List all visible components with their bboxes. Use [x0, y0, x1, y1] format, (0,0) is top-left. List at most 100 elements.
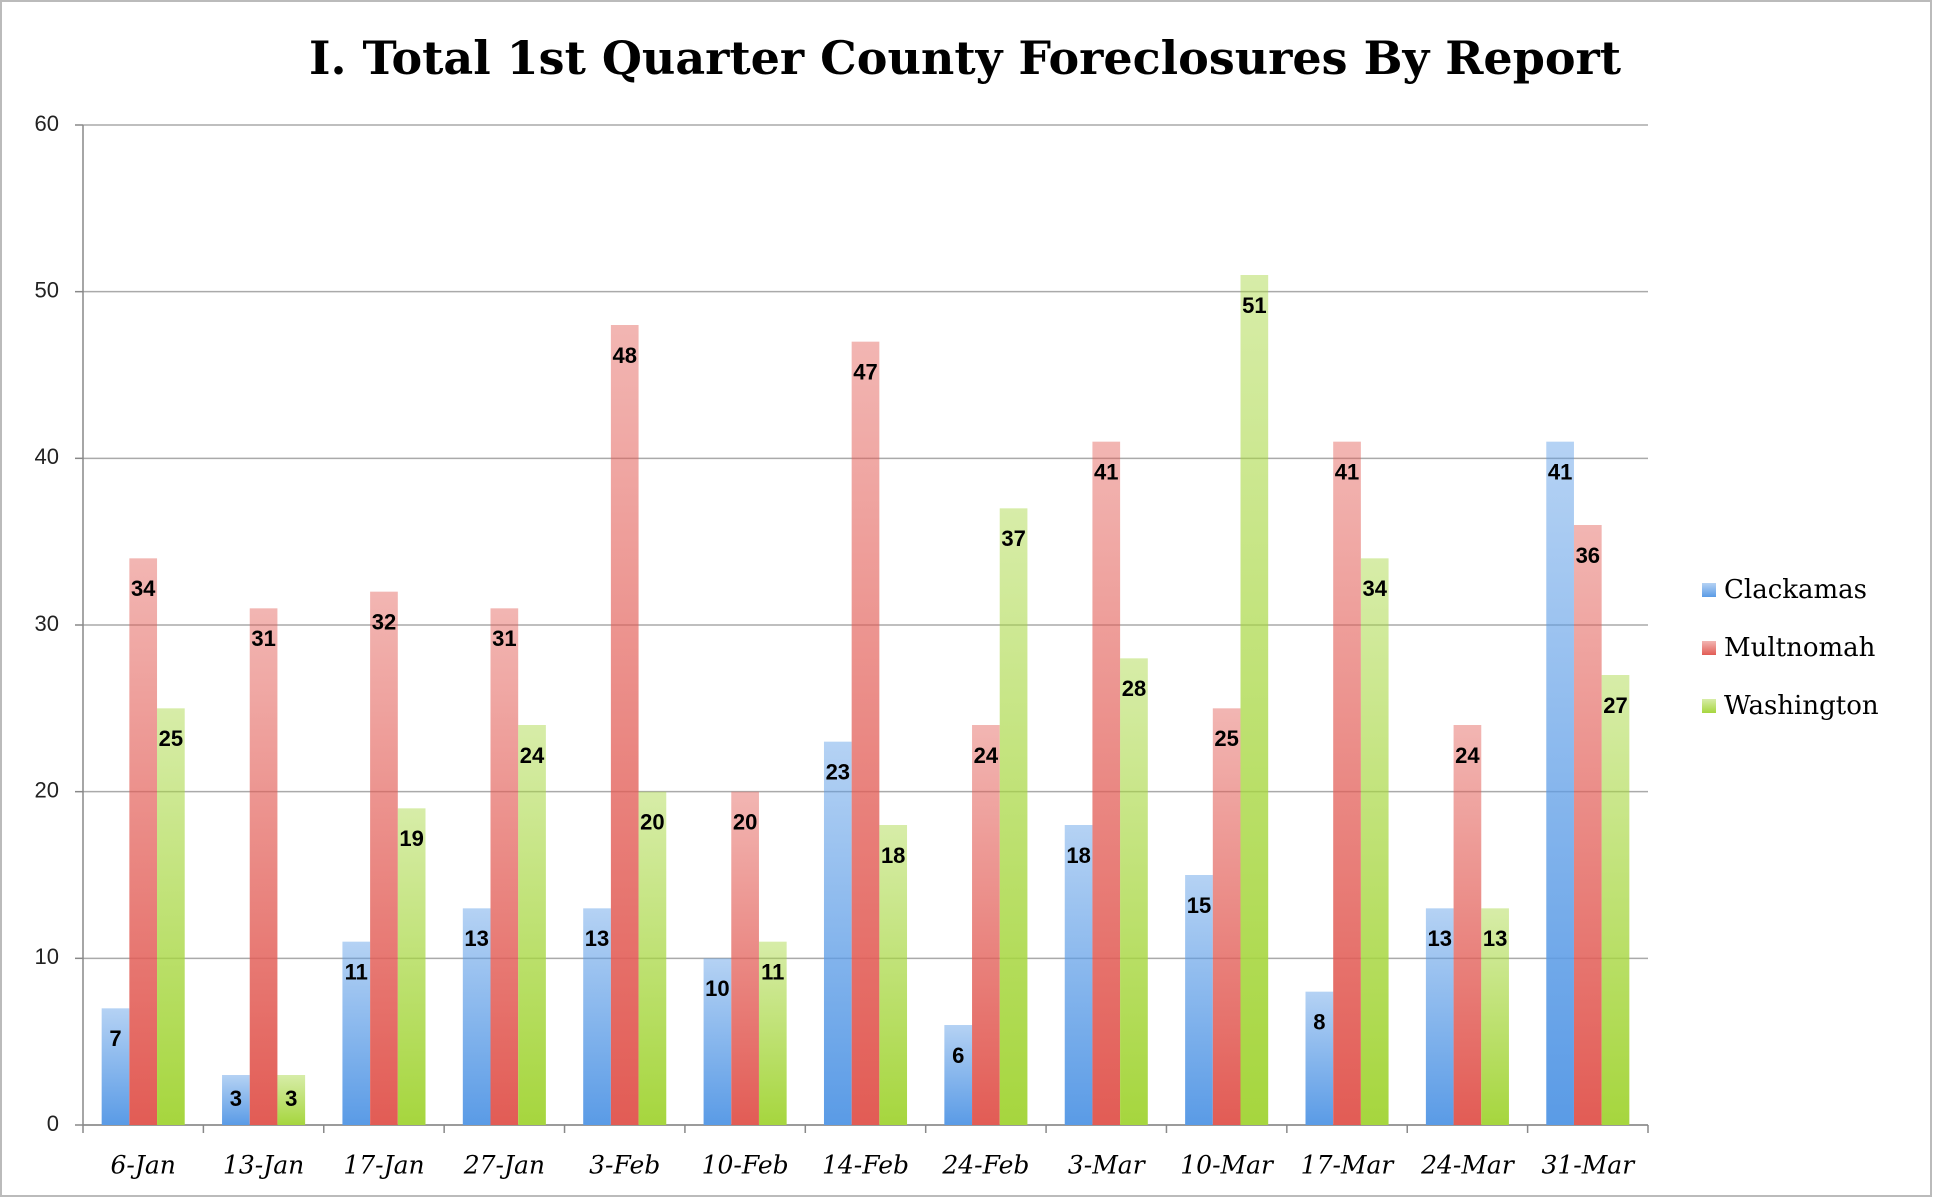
- legend-swatch: [1702, 641, 1716, 655]
- x-tick-label: 27-Jan: [463, 1151, 545, 1180]
- chart-title: I. Total 1st Quarter County Foreclosures…: [309, 31, 1622, 85]
- value-label: 11: [345, 959, 368, 984]
- value-label: 7: [109, 1026, 121, 1051]
- x-tick-label: 14-Feb: [822, 1151, 909, 1180]
- x-tick-label: 13-Jan: [223, 1151, 304, 1180]
- value-label: 20: [733, 809, 757, 834]
- value-label: 24: [520, 743, 545, 768]
- value-label: 11: [761, 959, 784, 984]
- bar: [972, 725, 1000, 1125]
- bar: [610, 325, 639, 1125]
- y-tick-label: 40: [35, 444, 59, 469]
- bar: [342, 941, 371, 1125]
- bar: [277, 1075, 306, 1125]
- y-tick-label: 60: [35, 111, 59, 136]
- bar: [1240, 275, 1269, 1125]
- x-tick-label: 10-Feb: [702, 1151, 789, 1180]
- value-label: 18: [881, 843, 905, 868]
- bar: [1333, 441, 1361, 1126]
- bar: [999, 508, 1028, 1125]
- y-tick-label: 20: [35, 777, 59, 802]
- bar: [397, 808, 426, 1125]
- legend-label: Multnomah: [1724, 633, 1876, 663]
- bar: [1120, 658, 1148, 1125]
- bar: [1425, 908, 1454, 1125]
- x-tick-label: 3-Feb: [589, 1151, 660, 1180]
- value-label: 23: [826, 759, 850, 784]
- bar: [129, 558, 158, 1125]
- value-label: 13: [1427, 926, 1451, 951]
- legend-swatch: [1702, 583, 1716, 597]
- x-tick-label: 10-Mar: [1180, 1151, 1275, 1180]
- bar: [249, 608, 278, 1125]
- value-label: 37: [1001, 526, 1025, 551]
- value-label: 34: [1362, 576, 1387, 601]
- value-label: 25: [159, 726, 183, 751]
- value-label: 47: [853, 359, 877, 384]
- x-tick-label: 24-Mar: [1420, 1151, 1516, 1180]
- bar: [1573, 525, 1602, 1125]
- x-tick-label: 17-Mar: [1301, 1151, 1396, 1180]
- bar: [1360, 558, 1389, 1125]
- value-label: 25: [1214, 726, 1238, 751]
- value-label: 10: [705, 976, 729, 1001]
- x-tick-label: 24-Feb: [941, 1151, 1029, 1180]
- y-tick-label: 0: [47, 1111, 59, 1136]
- bar: [222, 1075, 250, 1125]
- y-tick-label: 50: [35, 277, 59, 302]
- value-label: 41: [1335, 459, 1359, 484]
- value-label: 48: [612, 343, 636, 368]
- value-label: 18: [1066, 843, 1090, 868]
- bar: [1092, 441, 1121, 1126]
- value-label: 6: [952, 1043, 964, 1068]
- bar: [1185, 875, 1213, 1125]
- value-label: 41: [1548, 459, 1572, 484]
- bar: [823, 741, 852, 1125]
- bar: [758, 941, 787, 1125]
- bar: [370, 591, 398, 1125]
- value-label: 15: [1187, 893, 1211, 918]
- y-tick-label: 30: [35, 611, 59, 636]
- value-label: 13: [585, 926, 609, 951]
- value-label: 36: [1576, 543, 1600, 568]
- value-label: 24: [1455, 743, 1480, 768]
- value-label: 19: [399, 826, 423, 851]
- legend-swatch: [1702, 699, 1716, 713]
- x-tick-label: 17-Jan: [343, 1151, 424, 1180]
- value-label: 31: [251, 626, 275, 651]
- bar: [703, 958, 732, 1125]
- bar: [1453, 725, 1482, 1125]
- bar: [1212, 708, 1241, 1125]
- value-label: 51: [1242, 293, 1266, 318]
- value-label: 41: [1094, 459, 1118, 484]
- bar: [583, 908, 611, 1125]
- bar: [879, 825, 908, 1125]
- bar: [731, 791, 759, 1125]
- value-label: 8: [1313, 1009, 1325, 1034]
- x-tick-label: 6-Jan: [110, 1151, 175, 1180]
- x-tick-label: 3-Mar: [1068, 1151, 1147, 1180]
- value-label: 20: [640, 809, 664, 834]
- bar: [944, 1025, 973, 1125]
- value-label: 34: [131, 576, 156, 601]
- value-label: 13: [464, 926, 488, 951]
- bar: [1305, 991, 1334, 1125]
- value-label: 28: [1122, 676, 1146, 701]
- value-label: 3: [285, 1086, 297, 1111]
- bar: [157, 708, 185, 1125]
- bar: [1601, 675, 1630, 1125]
- bar: [1546, 441, 1574, 1126]
- bar: [851, 341, 880, 1126]
- x-tick-label: 31-Mar: [1541, 1151, 1636, 1180]
- value-label: 3: [230, 1086, 242, 1111]
- value-label: 13: [1483, 926, 1507, 951]
- bar: [462, 908, 491, 1125]
- value-label: 32: [372, 609, 396, 634]
- bar: [1481, 908, 1509, 1125]
- value-label: 31: [492, 626, 516, 651]
- legend-label: Washington: [1724, 691, 1879, 721]
- legend-label: Clackamas: [1724, 575, 1867, 605]
- bar: [101, 1008, 130, 1125]
